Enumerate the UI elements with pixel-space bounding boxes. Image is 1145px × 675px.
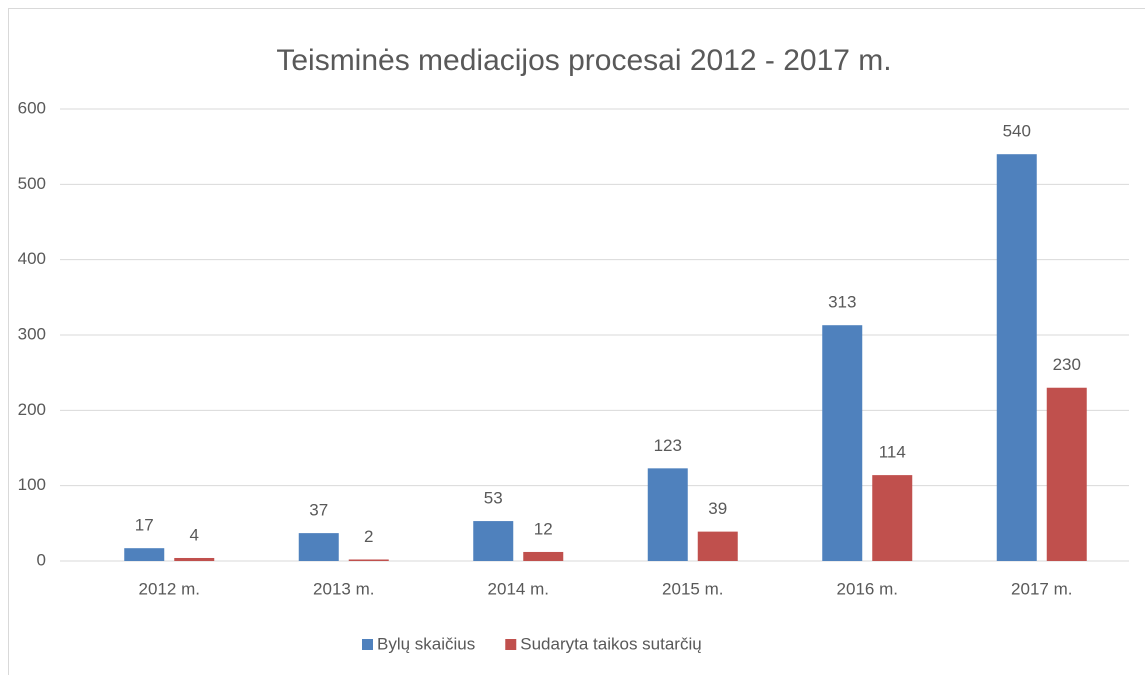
data-label: 123 [654, 436, 682, 455]
data-label: 12 [534, 519, 553, 538]
x-tick-label: 2017 m. [1011, 579, 1072, 598]
bar [872, 475, 913, 561]
data-label: 2 [364, 527, 373, 546]
x-tick-label: 2016 m. [837, 579, 898, 598]
bar [298, 533, 339, 561]
bar [647, 468, 688, 561]
bar [473, 521, 514, 561]
x-tick-label: 2014 m. [488, 579, 549, 598]
legend-swatch [362, 639, 373, 650]
data-label: 17 [135, 516, 154, 535]
data-label: 114 [879, 443, 906, 462]
data-label: 39 [708, 499, 727, 518]
legend-label: Sudaryta taikos sutarčių [520, 634, 701, 653]
bar [523, 551, 564, 561]
x-tick-label: 2012 m. [139, 579, 200, 598]
y-tick-label: 400 [18, 249, 46, 268]
data-label: 313 [828, 293, 856, 312]
data-label: 540 [1003, 122, 1031, 141]
y-tick-label: 300 [18, 324, 46, 343]
x-tick-label: 2013 m. [313, 579, 374, 598]
legend-label: Bylų skaičius [377, 634, 475, 653]
bar [822, 325, 863, 561]
y-tick-label: 100 [18, 475, 46, 494]
data-label: 4 [190, 525, 199, 544]
bar [174, 557, 215, 561]
y-tick-label: 0 [37, 550, 46, 569]
y-tick-label: 200 [18, 400, 46, 419]
bar [1046, 387, 1087, 561]
data-label: 53 [484, 489, 503, 508]
bar [697, 531, 738, 561]
chart-border [8, 8, 1145, 675]
bar [996, 154, 1037, 561]
chart-title: Teisminės mediacijos procesai 2012 - 201… [276, 44, 891, 77]
y-tick-label: 500 [18, 174, 46, 193]
data-label: 230 [1053, 355, 1081, 374]
data-label: 37 [309, 501, 328, 520]
bar [124, 548, 165, 561]
legend-swatch [505, 639, 517, 650]
y-tick-label: 600 [18, 98, 46, 117]
bar [348, 559, 389, 561]
x-tick-label: 2015 m. [662, 579, 723, 598]
